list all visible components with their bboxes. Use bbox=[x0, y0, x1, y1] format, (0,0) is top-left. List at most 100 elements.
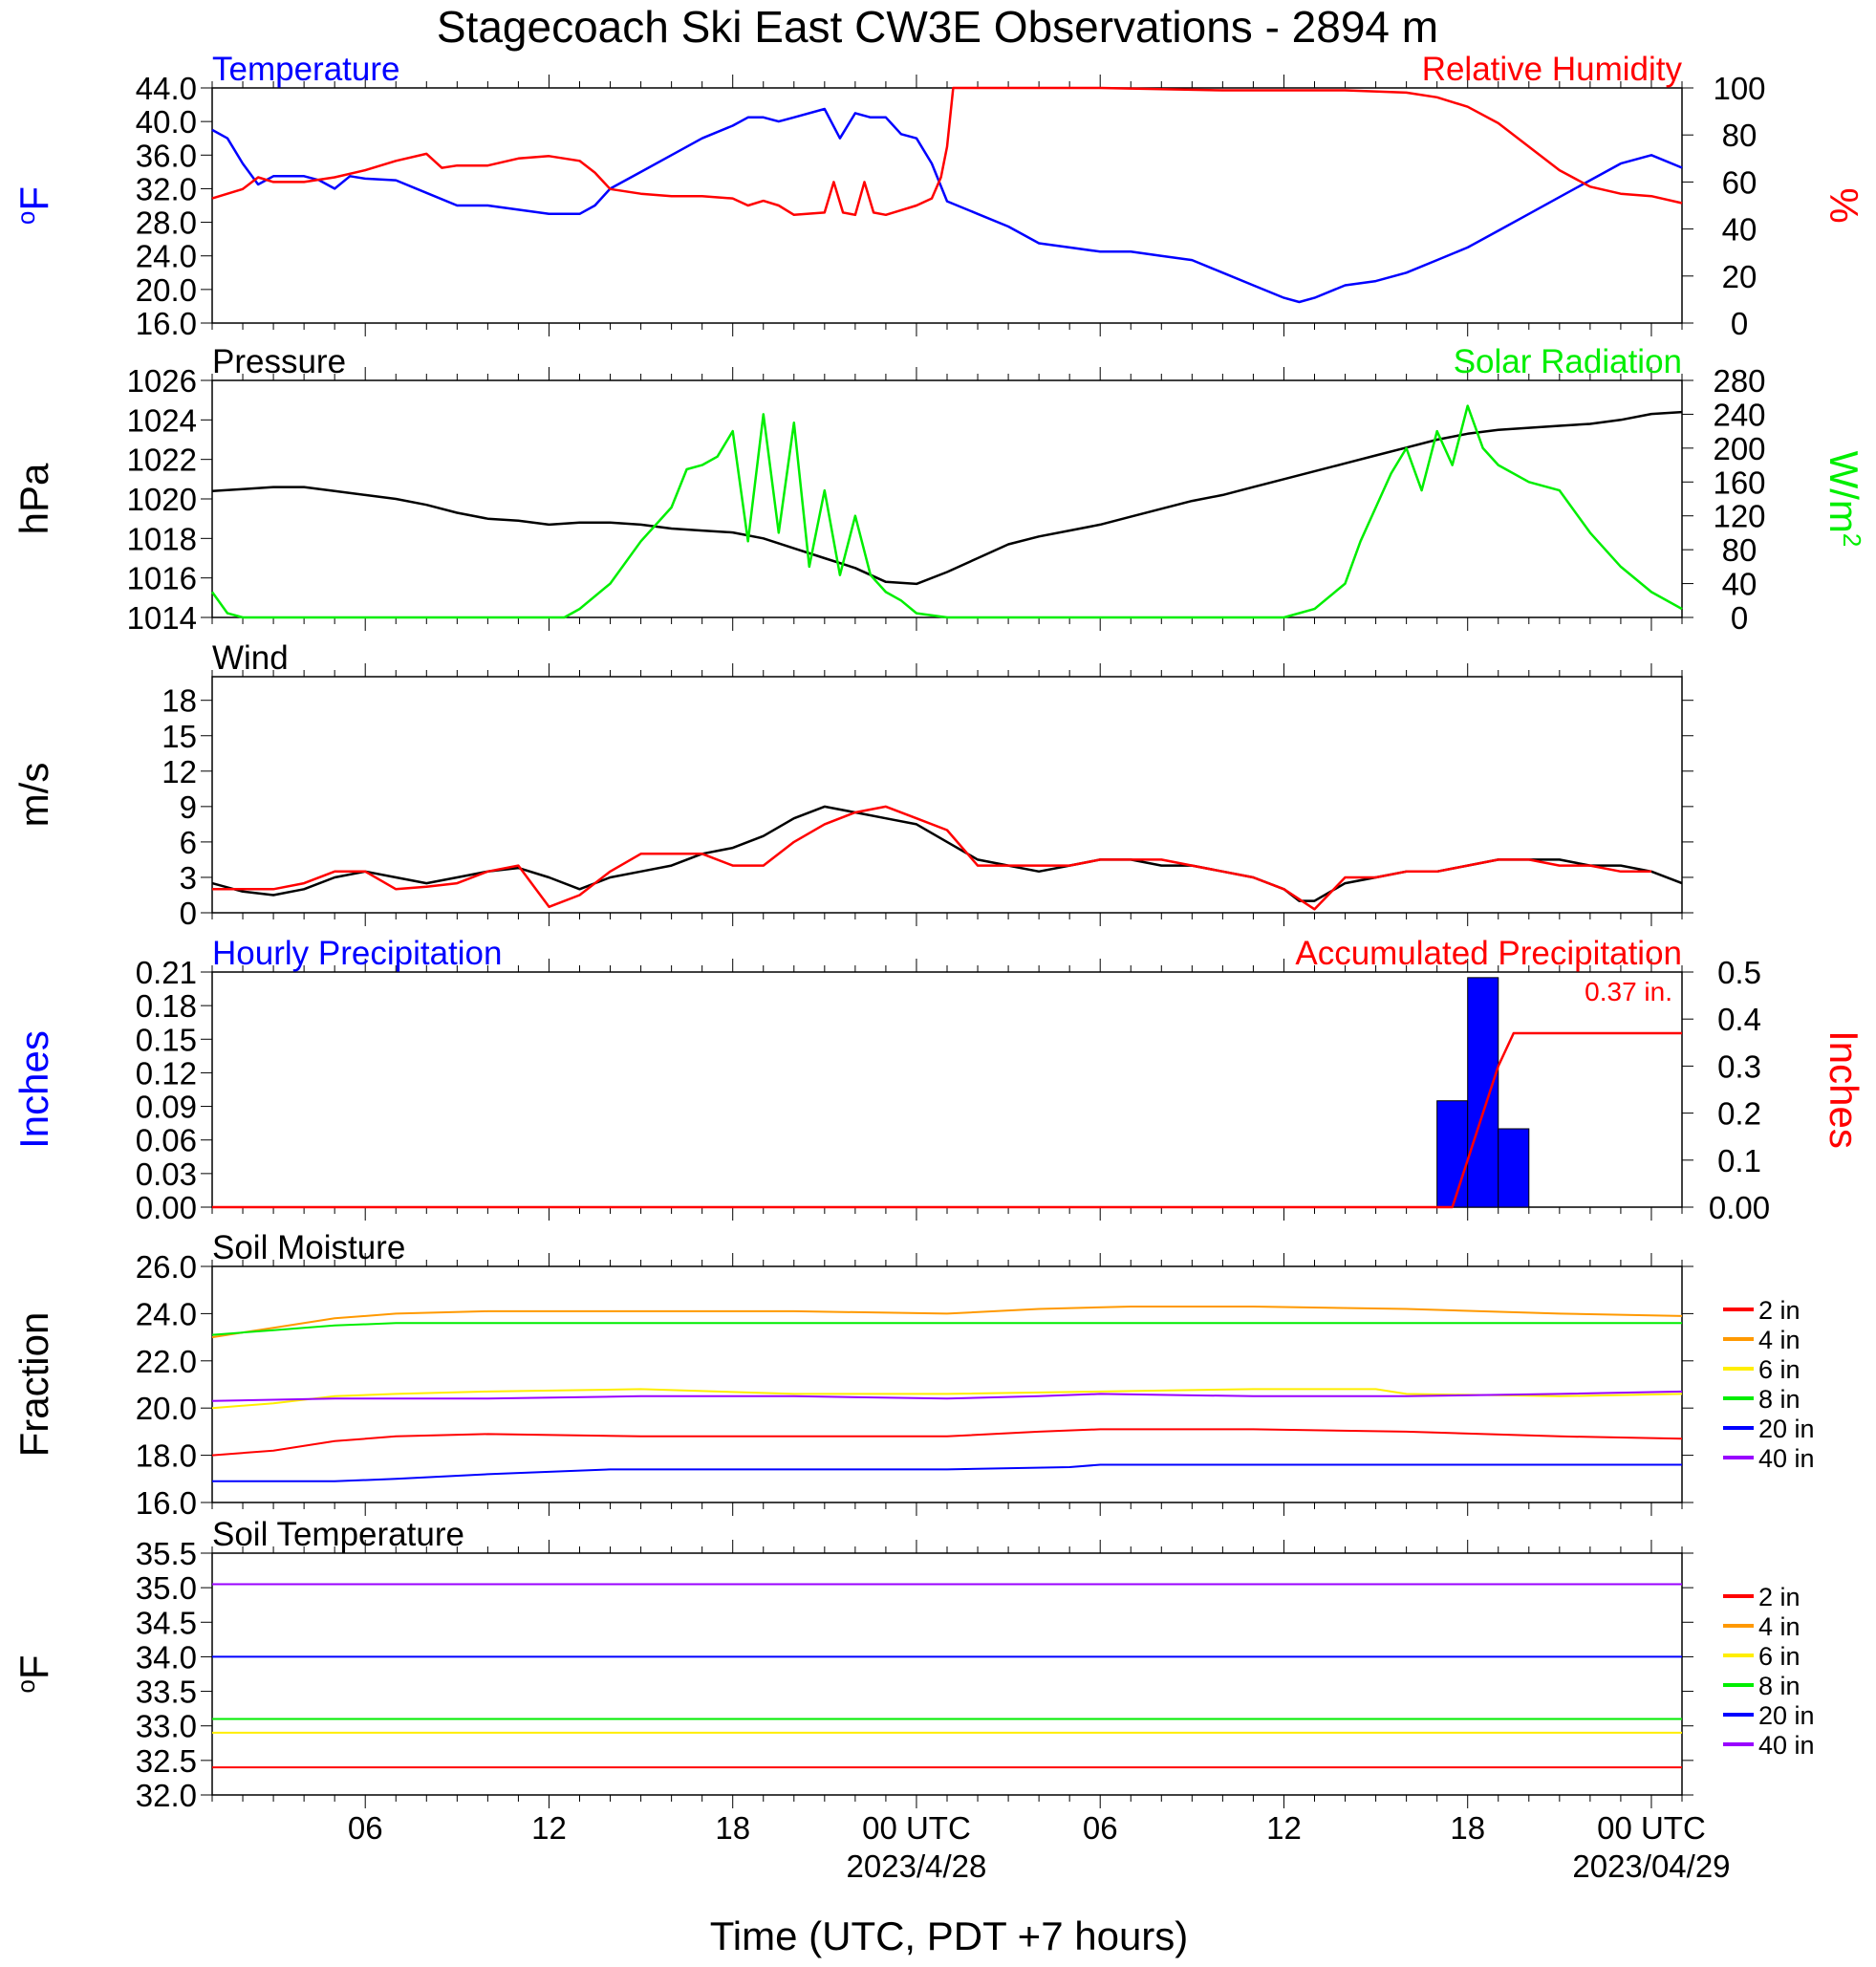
x-tick-label: 00 UTC bbox=[1597, 1810, 1706, 1846]
panel-title-left: Soil Moisture bbox=[212, 1229, 405, 1266]
legend-label: 4 in bbox=[1758, 1326, 1801, 1354]
series-line-40-in bbox=[211, 1390, 1683, 1402]
y-tick-label: 34.5 bbox=[136, 1605, 197, 1640]
x-tick-label: 06 bbox=[1083, 1810, 1118, 1846]
y-tick-label: 28.0 bbox=[136, 205, 197, 241]
wind-frame bbox=[211, 676, 1683, 914]
y-tick-label: 0.18 bbox=[136, 988, 197, 1024]
panel-title-left: Pressure bbox=[212, 343, 346, 380]
chart-title: Stagecoach Ski East CW3E Observations - … bbox=[437, 2, 1438, 52]
y-tick-label: 0.03 bbox=[136, 1156, 197, 1192]
precip-panel: 0.000.030.060.090.120.150.180.210.000.10… bbox=[11, 935, 1866, 1225]
y-tick-label: 160 bbox=[1713, 465, 1765, 500]
y-tick-label: 1024 bbox=[127, 402, 197, 438]
temp_rh-frame bbox=[211, 87, 1683, 324]
x-tick-label: 12 bbox=[531, 1810, 567, 1846]
legend-label: 8 in bbox=[1758, 1672, 1801, 1700]
y-tick-label: 20.0 bbox=[136, 272, 197, 308]
precip-bar bbox=[1467, 977, 1499, 1208]
y-tick-label: 1014 bbox=[127, 600, 197, 636]
y-tick-label: 22.0 bbox=[136, 1344, 197, 1379]
x-tick-label: 18 bbox=[715, 1810, 750, 1846]
y-tick-label: 80 bbox=[1722, 118, 1757, 153]
precip-total-annotation: 0.37 in. bbox=[1585, 977, 1672, 1006]
series-line-8-in bbox=[211, 1322, 1682, 1336]
legend-label: 8 in bbox=[1758, 1385, 1801, 1414]
y-axis-label-right: Inches bbox=[1822, 1030, 1866, 1149]
panel-title-right: Solar Radiation bbox=[1454, 343, 1682, 380]
legend-label: 6 in bbox=[1758, 1642, 1801, 1671]
y-tick-label: 0.12 bbox=[136, 1055, 197, 1091]
legend-label: 20 in bbox=[1758, 1415, 1815, 1443]
series-line-temperature bbox=[211, 107, 1683, 304]
y-tick-label: 16.0 bbox=[136, 306, 197, 341]
y-tick-label: 1020 bbox=[127, 482, 197, 517]
y-tick-label: 12 bbox=[162, 754, 197, 789]
y-axis-label-left: Fraction bbox=[11, 1312, 56, 1458]
panel-title-right: Accumulated Precipitation bbox=[1295, 935, 1682, 972]
y-axis-label-left: m/s bbox=[11, 763, 56, 828]
y-tick-label: 35.0 bbox=[136, 1570, 197, 1606]
y-tick-label: 32.0 bbox=[136, 171, 197, 206]
y-tick-label: 16.0 bbox=[136, 1485, 197, 1521]
y-axis-label-left: oF bbox=[11, 1654, 56, 1693]
y-tick-label: 26.0 bbox=[136, 1249, 197, 1285]
panel-title-left: Temperature bbox=[212, 51, 399, 88]
y-tick-label: 80 bbox=[1722, 532, 1757, 568]
y-tick-label: 0.5 bbox=[1717, 955, 1761, 990]
y-tick-label: 20.0 bbox=[136, 1391, 197, 1426]
y-tick-label: 3 bbox=[180, 860, 197, 896]
legend-label: 2 in bbox=[1758, 1296, 1801, 1325]
y-tick-label: 18 bbox=[162, 683, 197, 719]
y-tick-label: 240 bbox=[1713, 397, 1765, 432]
panel-title-left: Soil Temperature bbox=[212, 1516, 464, 1553]
y-tick-label: 60 bbox=[1722, 164, 1757, 200]
y-axis-label-right: W/m2 bbox=[1822, 451, 1866, 548]
y-tick-label: 6 bbox=[180, 825, 197, 860]
y-tick-label: 20 bbox=[1722, 259, 1757, 294]
x-tick-label: 18 bbox=[1450, 1810, 1485, 1846]
legend-label: 6 in bbox=[1758, 1355, 1801, 1384]
legend-label: 2 in bbox=[1758, 1583, 1801, 1611]
y-tick-label: 44.0 bbox=[136, 71, 197, 106]
legend-label: 40 in bbox=[1758, 1731, 1815, 1760]
y-tick-label: 24.0 bbox=[136, 1296, 197, 1331]
y-tick-label: 0 bbox=[1731, 306, 1748, 341]
y-axis-label-left: hPa bbox=[11, 463, 56, 534]
soil_temp-panel: 32.032.533.033.534.034.535.035.5 Soil Tem… bbox=[11, 1516, 1815, 1813]
y-tick-label: 40 bbox=[1722, 567, 1757, 602]
series-line-relative-humidity bbox=[211, 86, 1683, 217]
y-tick-label: 35.5 bbox=[136, 1536, 197, 1571]
y-tick-label: 0.1 bbox=[1717, 1143, 1761, 1178]
panel-title-right: Relative Humidity bbox=[1422, 51, 1683, 88]
y-tick-label: 1018 bbox=[127, 521, 197, 556]
y-tick-label: 18.0 bbox=[136, 1438, 197, 1474]
y-tick-label: 36.0 bbox=[136, 138, 197, 173]
y-tick-label: 0 bbox=[1731, 600, 1748, 636]
pressure_solar-panel: 1014101610181020102210241026040801201602… bbox=[11, 343, 1866, 636]
x-tick-label: 00 UTC bbox=[862, 1810, 971, 1846]
y-tick-label: 15 bbox=[162, 719, 197, 754]
y-tick-label: 0.09 bbox=[136, 1090, 197, 1125]
legend-label: 20 in bbox=[1758, 1701, 1815, 1730]
y-tick-label: 24.0 bbox=[136, 239, 197, 274]
y-tick-label: 0.4 bbox=[1717, 1002, 1761, 1037]
y-tick-label: 40 bbox=[1722, 212, 1757, 248]
y-tick-label: 0 bbox=[180, 896, 197, 931]
y-tick-label: 100 bbox=[1713, 71, 1765, 106]
y-tick-label: 0.2 bbox=[1717, 1096, 1761, 1132]
y-tick-label: 1022 bbox=[127, 443, 197, 478]
panel-title-left: Hourly Precipitation bbox=[212, 935, 502, 972]
soil_temp-frame bbox=[211, 1552, 1683, 1796]
panel-title-left: Wind bbox=[212, 639, 289, 677]
x-tick-label: 12 bbox=[1266, 1810, 1302, 1846]
y-tick-label: 1016 bbox=[127, 561, 197, 596]
series-line-pressure bbox=[211, 410, 1683, 586]
legend-label: 40 in bbox=[1758, 1444, 1815, 1473]
y-tick-label: 0.00 bbox=[1709, 1190, 1770, 1225]
soil_moisture-panel: 16.0 18.0 20.0 22.0 24.0 26.0 Soil Moisture Fra… bbox=[11, 1229, 1815, 1521]
y-axis-label-left: oF bbox=[11, 186, 56, 225]
y-tick-label: 0.06 bbox=[136, 1123, 197, 1158]
series-line-6-in bbox=[211, 1388, 1683, 1410]
